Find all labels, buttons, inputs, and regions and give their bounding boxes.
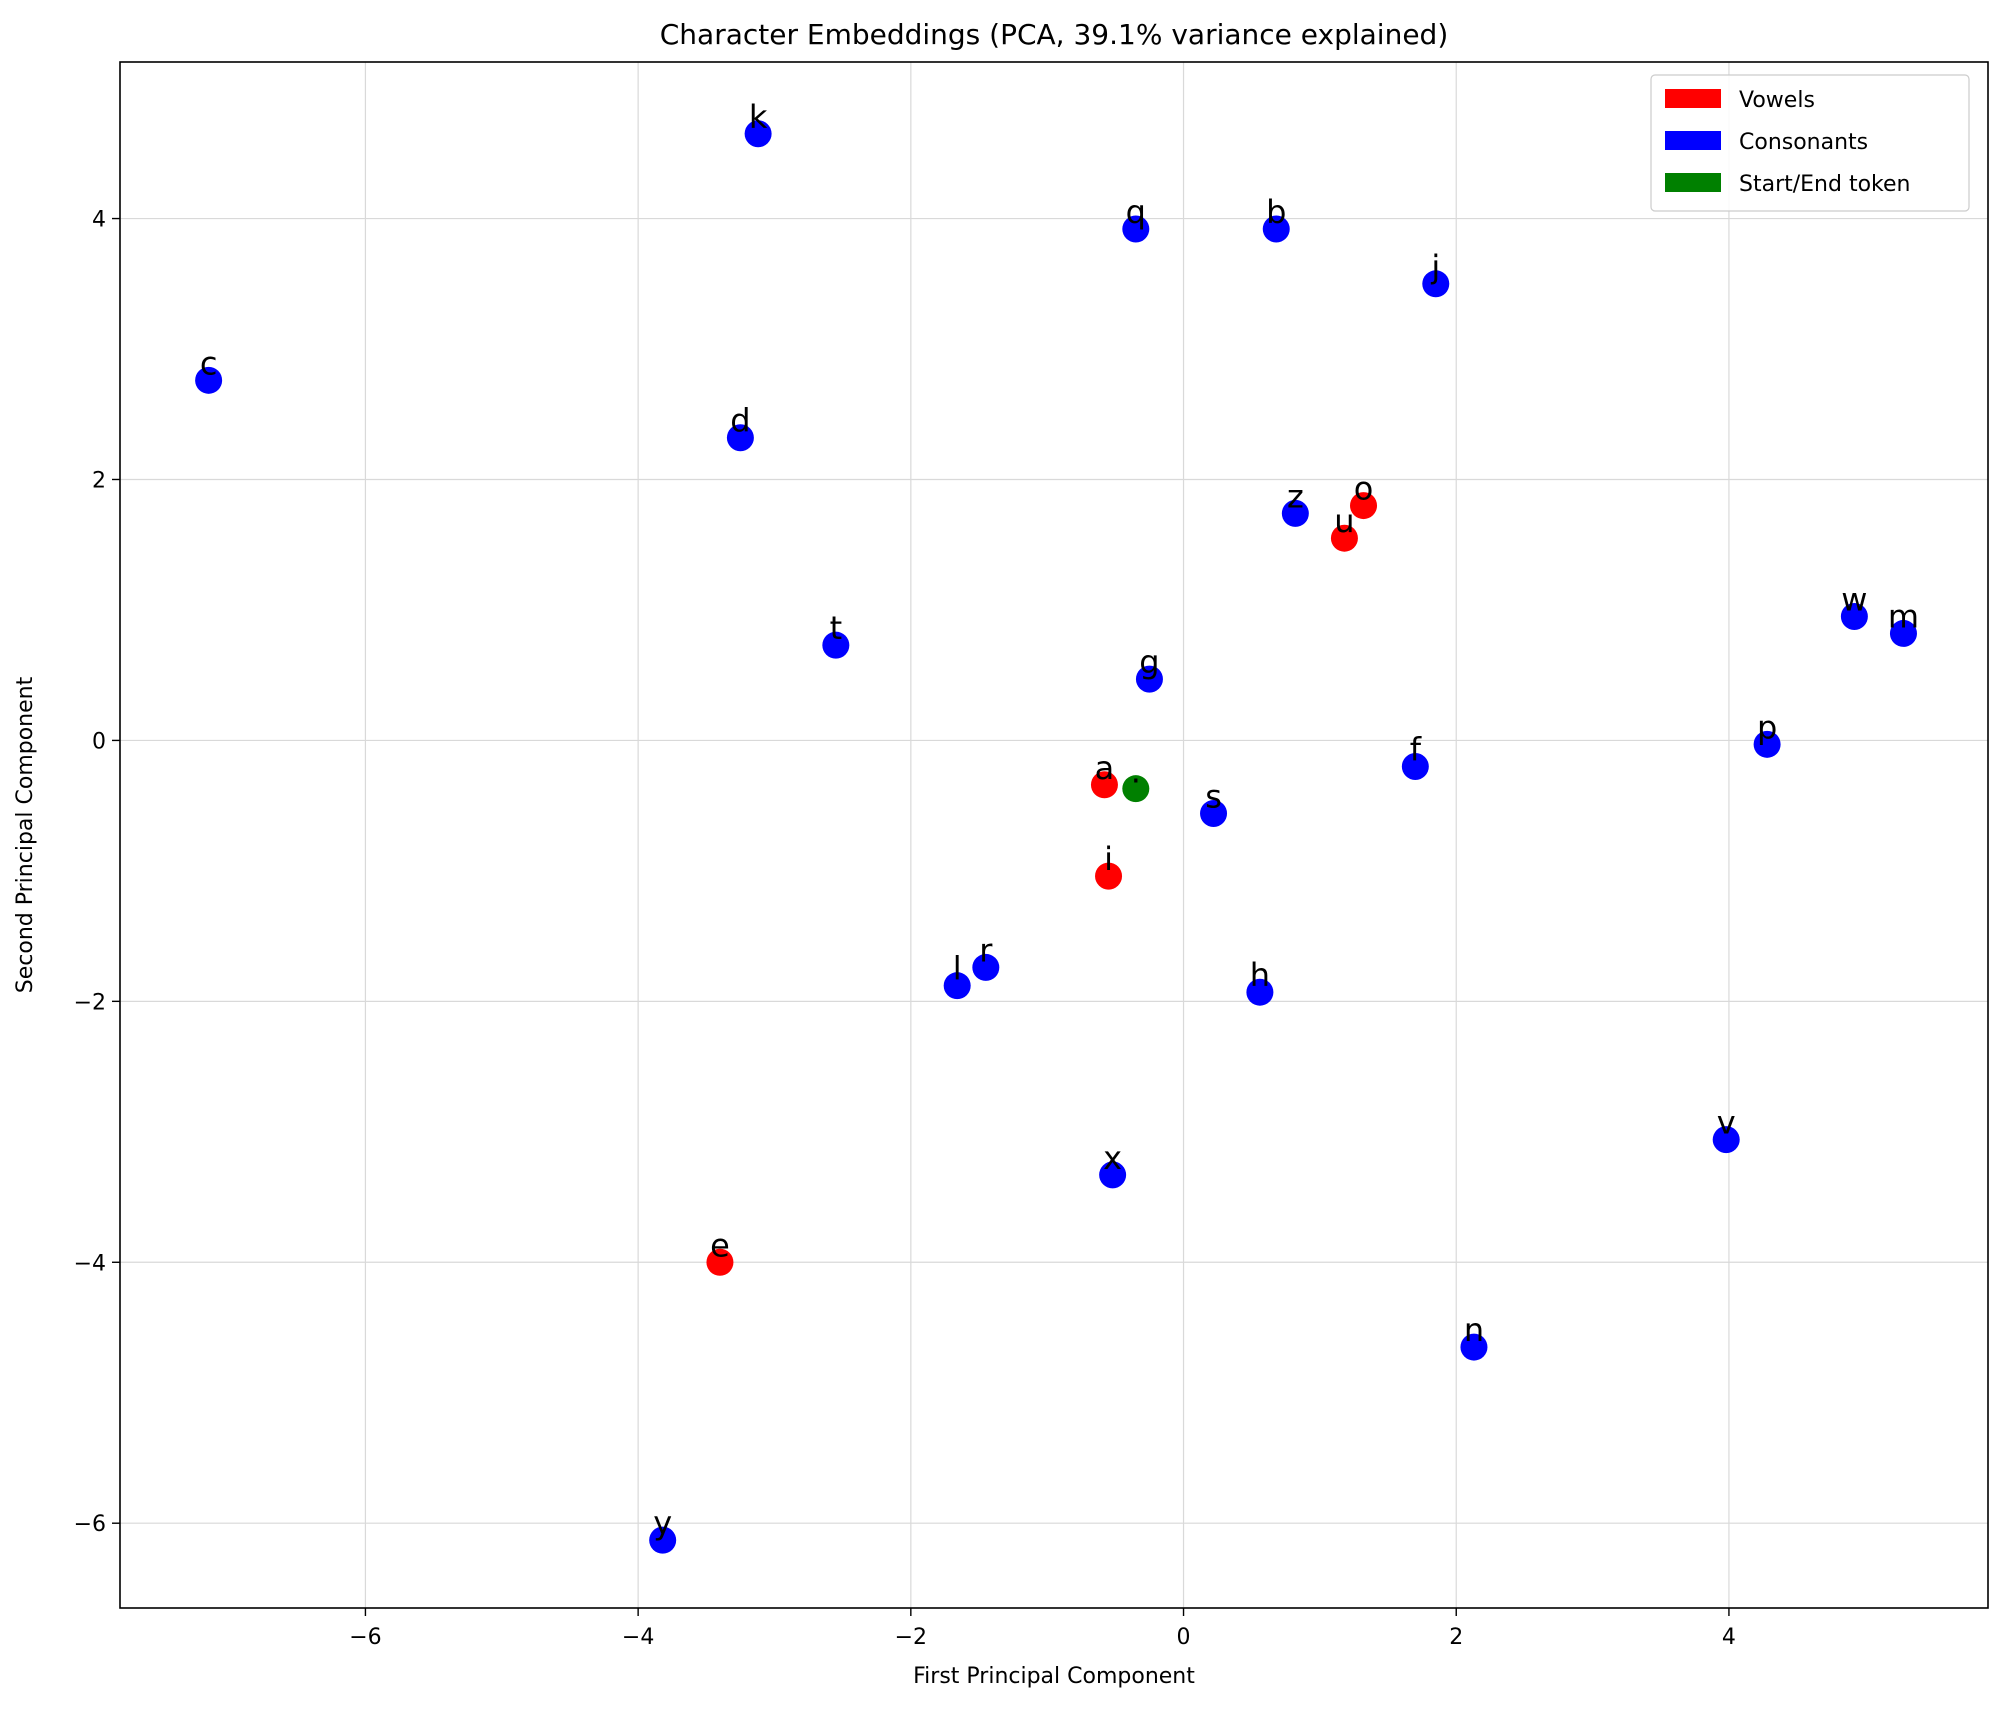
point-label-p: p xyxy=(1757,708,1777,746)
point-o xyxy=(1350,492,1378,520)
point-label-token: . xyxy=(1131,753,1141,791)
point-label-h: h xyxy=(1250,956,1270,994)
x-tick-label: −4 xyxy=(622,1625,654,1650)
point-u xyxy=(1330,524,1358,552)
point-q xyxy=(1122,215,1150,243)
point-k xyxy=(744,120,772,148)
point-a xyxy=(1090,771,1118,799)
point-d xyxy=(726,424,754,452)
point-g xyxy=(1135,665,1163,693)
point-c xyxy=(195,366,223,394)
y-tick-label: 4 xyxy=(92,208,106,233)
legend-label: Start/End token xyxy=(1739,172,1910,197)
legend-swatch xyxy=(1665,173,1721,192)
point-t xyxy=(822,631,850,659)
point-label-e: e xyxy=(710,1226,730,1264)
point-label-o: o xyxy=(1354,470,1374,508)
y-tick-label: −2 xyxy=(74,990,106,1015)
point-label-l: l xyxy=(953,950,962,988)
y-tick-label: −6 xyxy=(74,1512,106,1537)
point-label-b: b xyxy=(1266,193,1286,231)
point-label-c: c xyxy=(200,344,218,382)
grid-lines xyxy=(120,62,1988,1608)
point-w xyxy=(1840,602,1868,630)
point-label-k: k xyxy=(749,98,768,136)
point-label-g: g xyxy=(1139,643,1159,681)
chart-title: Character Embeddings (PCA, 39.1% varianc… xyxy=(660,18,1449,51)
point-label-m: m xyxy=(1888,597,1919,635)
y-tick-label: 2 xyxy=(92,468,106,493)
plot-area-frame xyxy=(119,61,1989,1609)
point-label-j: j xyxy=(1430,248,1440,286)
legend-label: Vowels xyxy=(1739,88,1815,113)
point-label-t: t xyxy=(830,609,843,647)
point-label-y: y xyxy=(653,1504,672,1542)
point-f xyxy=(1401,753,1429,781)
point-j xyxy=(1422,270,1450,298)
point-i xyxy=(1095,862,1123,890)
x-tick-label: −6 xyxy=(349,1625,381,1650)
point-label-v: v xyxy=(1717,1104,1736,1142)
x-tick-label: 0 xyxy=(1177,1625,1191,1650)
data-points xyxy=(195,120,1917,1554)
point-p xyxy=(1753,730,1781,758)
legend-swatch xyxy=(1665,89,1721,108)
point-h xyxy=(1246,978,1274,1006)
y-tick-label: 0 xyxy=(92,729,106,754)
y-axis-label: Second Principal Component xyxy=(13,676,38,993)
legend: Vowels Consonants Start/End token xyxy=(1650,74,1970,212)
legend-box xyxy=(1650,74,1970,212)
point-label-n: n xyxy=(1464,1311,1484,1349)
legend-swatch xyxy=(1665,131,1721,150)
x-tick-label: 4 xyxy=(1722,1625,1736,1650)
point-label-a: a xyxy=(1095,749,1115,787)
point-label-r: r xyxy=(979,931,993,969)
point-z xyxy=(1281,499,1309,527)
point-token xyxy=(1122,775,1150,803)
point-n xyxy=(1460,1333,1488,1361)
point-r xyxy=(972,953,1000,981)
point-label-q: q xyxy=(1126,193,1146,231)
point-x xyxy=(1099,1161,1127,1189)
point-s xyxy=(1200,799,1228,827)
point-label-u: u xyxy=(1334,502,1354,540)
point-l xyxy=(943,972,971,1000)
point-label-x: x xyxy=(1103,1139,1122,1177)
point-labels: k q b j c d z ou w m t g p f a . s i l r h v x e n y xyxy=(200,98,1919,1542)
point-y xyxy=(649,1526,677,1554)
point-e xyxy=(706,1248,734,1276)
legend-label: Consonants xyxy=(1739,130,1868,155)
point-label-i: i xyxy=(1104,840,1113,878)
point-label-z: z xyxy=(1287,477,1304,515)
axis-ticks: −6 −4 −2 0 2 4 −6 −4 −2 0 2 4 xyxy=(74,208,1736,1650)
x-tick-label: −2 xyxy=(895,1625,927,1650)
y-tick-label: −4 xyxy=(74,1251,106,1276)
x-axis-label: First Principal Component xyxy=(913,1664,1195,1689)
point-v xyxy=(1712,1126,1740,1154)
point-label-w: w xyxy=(1841,580,1867,618)
point-label-s: s xyxy=(1205,777,1222,815)
point-b xyxy=(1262,215,1290,243)
x-tick-label: 2 xyxy=(1449,1625,1463,1650)
point-label-f: f xyxy=(1410,731,1422,769)
point-m xyxy=(1889,619,1917,647)
point-label-d: d xyxy=(730,402,750,440)
